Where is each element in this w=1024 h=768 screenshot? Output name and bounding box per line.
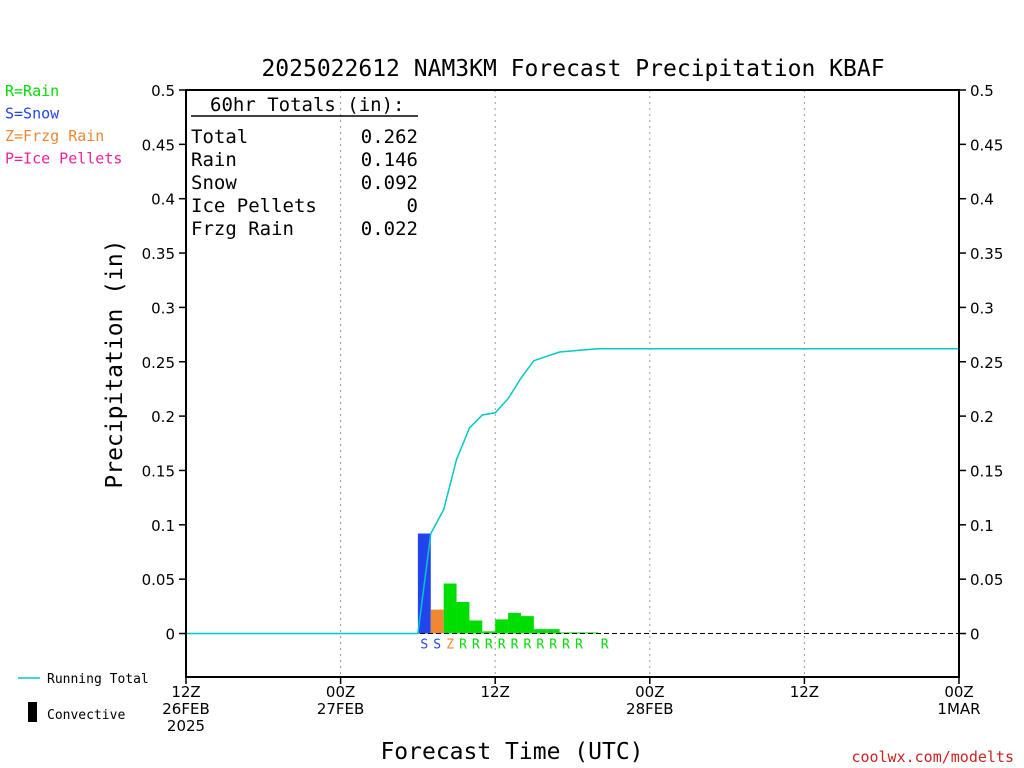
totals-value-4: 0.022 [361,218,418,240]
ytick-right-label-2: 0.1 [970,517,994,535]
type-label-8: R [523,638,531,653]
bar-9 [533,629,547,634]
xtick-label-3-1: 28FEB [626,700,673,718]
ytick-left-label-9: 0.45 [142,136,175,154]
ytick-left-label-1: 0.05 [142,571,175,589]
type-label-7: R [511,638,519,653]
ytick-left-label-5: 0.25 [142,354,175,372]
bar-3 [456,601,470,634]
y-axis-ticks: 0 0 0.05 0.05 0.1 0.1 0.15 0.15 0.2 0.2 0.25 0.25 0.… [142,82,1004,644]
type-label-1: S [433,638,441,653]
xtick-label-0-2: 2025 [167,717,205,735]
totals-label-1: Rain [191,149,237,171]
totals-label-4: Frzg Rain [191,218,294,240]
xtick-label-4-0: 12Z [790,683,819,701]
ytick-left-label-7: 0.35 [142,245,175,263]
bar-7 [508,612,521,634]
xtick-label-1-0: 00Z [326,683,355,701]
totals-box: 60hr Totals (in): Total 0.262 Rain 0.146 Sno… [191,94,418,240]
ytick-left-label-3: 0.15 [142,462,175,480]
bar-8 [520,616,534,634]
xtick-label-0-0: 12Z [171,683,200,701]
type-legend-S: S=Snow [5,105,60,123]
type-label-4: R [472,638,480,653]
type-legend: R=Rain S=Snow Z=Frzg Rain P=Ice Pellets [5,82,122,168]
ytick-right-label-5: 0.25 [970,354,1003,372]
totals-rows: Total 0.262 Rain 0.146 Snow 0.092 Ice Pellets 0… [191,126,418,240]
bar-1 [430,609,444,634]
xtick-label-5-0: 00Z [944,683,973,701]
ytick-right-label-6: 0.3 [970,299,994,317]
type-legend-R: R=Rain [5,82,59,100]
type-label-10: R [549,638,557,653]
totals-label-0: Total [191,126,248,148]
bar-2 [443,583,457,634]
totals-header: 60hr Totals (in): [210,94,404,116]
ytick-left-label-8: 0.4 [151,191,175,209]
plot-frame [185,89,960,678]
type-label-5: R [485,638,493,653]
type-label-9: R [536,638,544,653]
xtick-label-2-0: 12Z [481,683,510,701]
type-label-6: R [498,638,506,653]
ytick-right-label-10: 0.5 [970,82,994,100]
type-legend-Z: Z=Frzg Rain [5,127,104,145]
type-label-11: R [562,638,570,653]
totals-label-3: Ice Pellets [191,195,317,217]
series-legend: Running Total Convective [18,672,149,723]
bar-13 [585,632,599,634]
ytick-left-label-10: 0.5 [151,82,175,100]
running-total-legend-label: Running Total [47,672,149,687]
grid [340,90,805,677]
xtick-label-3-0: 00Z [635,683,664,701]
chart-title: 2025022612 NAM3KM Forecast Precipitation… [261,56,884,82]
bar-12 [572,632,586,634]
type-label-3: R [459,638,467,653]
type-legend-P: P=Ice Pellets [5,150,122,168]
totals-label-2: Snow [191,172,237,194]
type-label-0: S [420,638,428,653]
ytick-right-label-4: 0.2 [970,408,994,426]
convective-swatch [28,702,37,722]
bar-10 [546,629,560,634]
ytick-left-label-6: 0.3 [151,299,175,317]
ytick-left-label-0: 0 [165,626,175,644]
xtick-label-0-1: 26FEB [162,700,209,718]
bar-6 [495,619,509,634]
type-label-13: R [601,638,609,653]
x-axis-label: Forecast Time (UTC) [380,739,643,765]
credit-text: coolwx.com/modelts [851,748,1014,766]
type-label-12: R [575,638,583,653]
totals-value-1: 0.146 [361,149,418,171]
ytick-right-label-8: 0.4 [970,191,994,209]
ytick-right-label-9: 0.45 [970,136,1003,154]
bar-4 [469,620,483,634]
ytick-left-label-2: 0.1 [151,517,175,535]
y-axis-label: Precipitation (in) [102,239,128,488]
totals-value-3: 0 [407,195,418,217]
ytick-right-label-0: 0 [970,626,980,644]
bar-5 [482,631,496,634]
type-label-2: Z [446,638,454,653]
xtick-label-1-1: 27FEB [317,700,364,718]
convective-legend-label: Convective [47,708,125,723]
ytick-right-label-7: 0.35 [970,245,1003,263]
bar-11 [559,632,573,634]
ytick-right-label-3: 0.15 [970,462,1003,480]
xtick-label-5-1: 1MAR [937,700,980,718]
running-total-line [186,347,959,635]
bars [417,533,599,634]
totals-value-0: 0.262 [361,126,418,148]
ytick-left-label-4: 0.2 [151,408,175,426]
totals-value-2: 0.092 [361,172,418,194]
ytick-right-label-1: 0.05 [970,571,1003,589]
